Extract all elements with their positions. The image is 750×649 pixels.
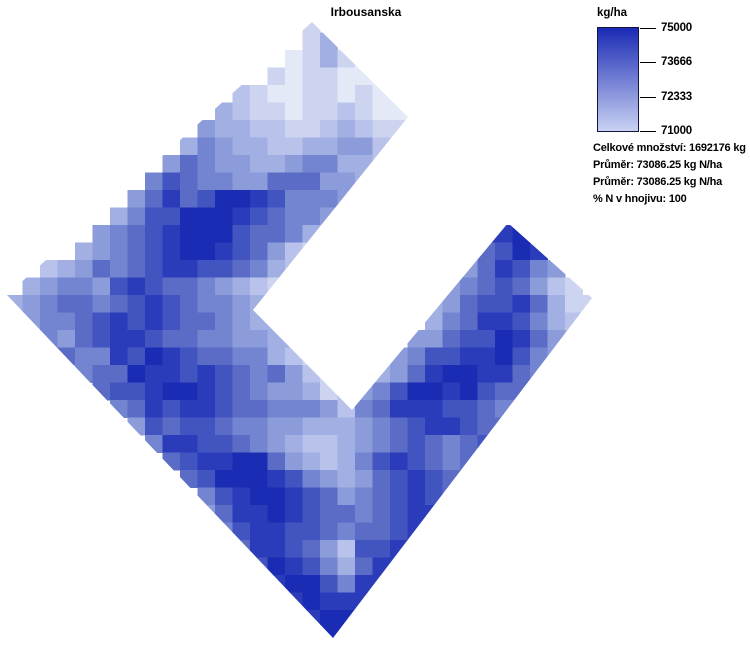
legend-tick: 75000 (640, 22, 692, 34)
legend-gradient-bar (597, 27, 639, 132)
tick-line (640, 96, 656, 98)
tick-label: 72333 (661, 91, 692, 103)
stat-average-1: Průměr: 73086.25 kg N/ha (593, 159, 723, 171)
stat-average-2: Průměr: 73086.25 kg N/ha (593, 176, 723, 188)
tick-line (640, 61, 656, 63)
tick-label: 75000 (661, 22, 692, 34)
tick-line (640, 130, 656, 132)
tick-line (640, 27, 656, 29)
legend-unit-label: kg/ha (597, 7, 628, 19)
tick-label: 71000 (661, 125, 692, 137)
stat-total-amount: Celkové množství: 1692176 kg (593, 142, 746, 154)
stat-n-percent: % N v hnojivu: 100 (593, 193, 687, 205)
page-title: Irbousanska (330, 5, 402, 19)
legend-tick: 73666 (640, 56, 692, 68)
legend-tick: 72333 (640, 91, 692, 103)
tick-label: 73666 (661, 56, 692, 68)
legend-tick: 71000 (640, 125, 692, 137)
